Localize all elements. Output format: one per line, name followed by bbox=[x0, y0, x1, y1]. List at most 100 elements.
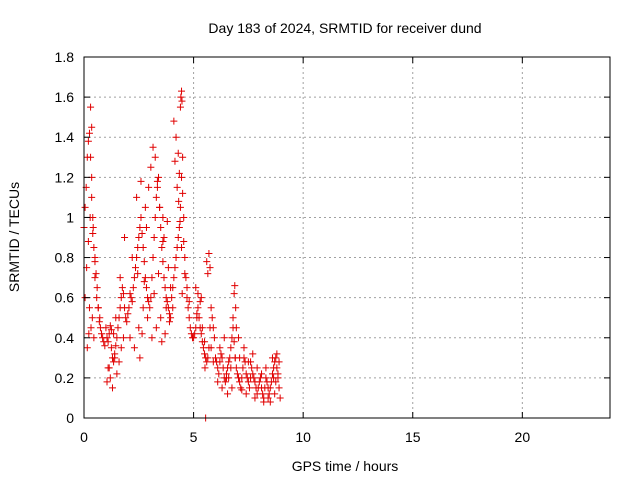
data-point bbox=[85, 129, 93, 137]
data-point bbox=[164, 264, 172, 272]
data-point bbox=[236, 354, 244, 362]
data-point bbox=[140, 278, 148, 286]
data-point bbox=[214, 378, 222, 386]
data-point bbox=[140, 258, 148, 266]
data-point bbox=[135, 234, 143, 241]
data-point bbox=[249, 350, 257, 358]
data-point bbox=[244, 378, 252, 386]
data-point bbox=[168, 294, 176, 302]
y-tick-label: 1.6 bbox=[55, 89, 75, 105]
data-point bbox=[172, 254, 180, 262]
data-point bbox=[112, 314, 120, 322]
data-point bbox=[183, 284, 191, 292]
data-point bbox=[165, 318, 173, 326]
data-point bbox=[190, 334, 198, 342]
data-point bbox=[228, 334, 236, 342]
data-point bbox=[185, 298, 193, 306]
data-point bbox=[113, 370, 121, 378]
data-point bbox=[247, 358, 255, 366]
data-point bbox=[238, 386, 246, 394]
x-tick-label: 0 bbox=[80, 429, 88, 445]
y-tick-label: 0.4 bbox=[55, 330, 75, 346]
data-point bbox=[176, 103, 184, 111]
data-point bbox=[173, 183, 181, 191]
data-point bbox=[88, 123, 96, 131]
data-point bbox=[117, 344, 125, 352]
data-point bbox=[210, 334, 218, 342]
data-point bbox=[253, 364, 261, 372]
data-point bbox=[235, 334, 243, 342]
data-point bbox=[137, 213, 145, 221]
data-point bbox=[216, 358, 224, 366]
data-point bbox=[142, 284, 150, 292]
data-point bbox=[178, 290, 186, 298]
data-point bbox=[91, 254, 99, 262]
data-point bbox=[230, 290, 238, 298]
data-point bbox=[218, 354, 226, 362]
data-point bbox=[266, 398, 274, 406]
data-point bbox=[137, 177, 145, 185]
data-point bbox=[206, 264, 214, 272]
data-point bbox=[138, 229, 146, 237]
x-axis-label: GPS time / hours bbox=[292, 458, 399, 474]
y-tick-label: 1.2 bbox=[55, 169, 75, 185]
data-point bbox=[170, 117, 178, 125]
data-point bbox=[242, 370, 250, 378]
data-point bbox=[96, 314, 104, 322]
data-point bbox=[121, 234, 129, 241]
data-point bbox=[128, 254, 136, 262]
data-point bbox=[88, 314, 96, 322]
data-point bbox=[136, 223, 144, 231]
data-point bbox=[117, 294, 125, 302]
data-point bbox=[183, 294, 191, 302]
data-point bbox=[225, 358, 233, 366]
data-point bbox=[139, 304, 147, 312]
data-point bbox=[169, 304, 177, 312]
data-point bbox=[227, 364, 235, 372]
data-point bbox=[130, 344, 138, 352]
data-point bbox=[274, 370, 282, 378]
data-point bbox=[264, 394, 272, 402]
data-point bbox=[251, 394, 259, 402]
data-point bbox=[182, 274, 190, 282]
data-point bbox=[87, 103, 95, 111]
data-point bbox=[205, 250, 213, 258]
data-point bbox=[111, 354, 119, 362]
data-point bbox=[197, 330, 205, 338]
x-tick-label: 10 bbox=[295, 429, 311, 445]
data-point bbox=[233, 370, 241, 378]
data-point bbox=[231, 282, 239, 290]
data-point bbox=[159, 213, 167, 221]
data-point bbox=[105, 364, 113, 372]
data-point bbox=[152, 193, 160, 201]
data-point bbox=[88, 193, 96, 201]
data-point bbox=[220, 334, 228, 342]
data-point bbox=[203, 258, 211, 266]
data-point bbox=[158, 244, 166, 252]
data-point bbox=[179, 189, 187, 197]
data-point bbox=[123, 318, 131, 326]
data-point bbox=[126, 334, 134, 342]
data-point bbox=[159, 258, 167, 266]
data-point bbox=[212, 354, 219, 362]
data-point bbox=[153, 177, 161, 185]
data-point bbox=[201, 364, 209, 372]
data-point bbox=[184, 304, 192, 312]
data-point bbox=[124, 310, 132, 318]
data-point bbox=[153, 183, 161, 191]
data-point bbox=[217, 350, 225, 358]
data-point bbox=[92, 270, 100, 278]
data-point bbox=[163, 217, 171, 225]
data-point bbox=[119, 334, 127, 342]
data-point bbox=[89, 213, 97, 221]
data-point bbox=[198, 324, 206, 332]
data-point bbox=[273, 350, 281, 358]
data-point bbox=[85, 330, 93, 338]
data-point bbox=[83, 344, 91, 352]
data-point bbox=[201, 350, 209, 358]
data-point bbox=[90, 244, 98, 252]
data-point bbox=[196, 298, 204, 306]
data-point bbox=[128, 298, 136, 306]
data-point bbox=[197, 294, 205, 302]
data-point bbox=[181, 254, 189, 262]
